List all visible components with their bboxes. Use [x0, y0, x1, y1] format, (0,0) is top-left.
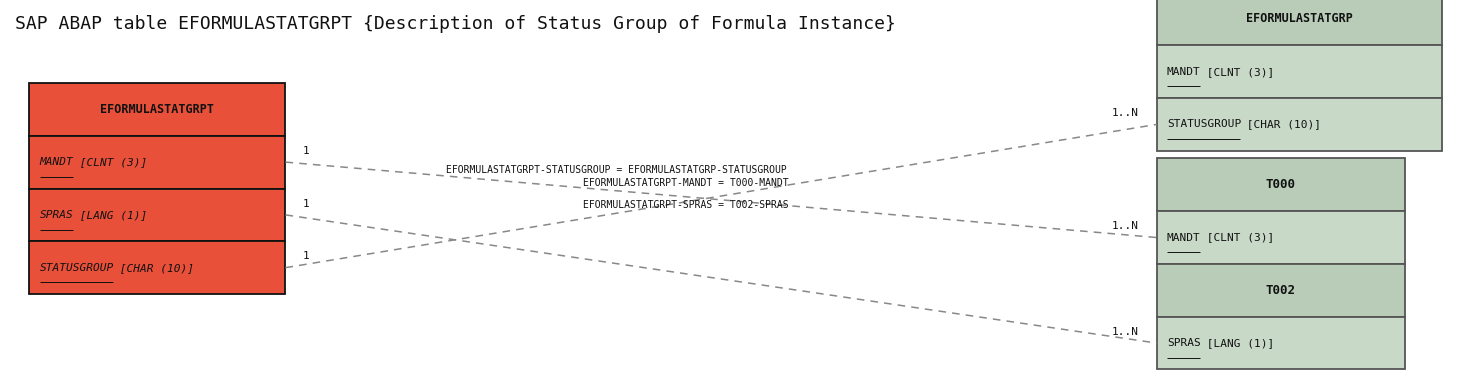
- Text: MANDT: MANDT: [40, 157, 73, 167]
- Text: T000: T000: [1266, 178, 1296, 191]
- FancyBboxPatch shape: [1157, 211, 1405, 264]
- Text: EFORMULASTATGRPT-STATUSGROUP = EFORMULASTATGRP-STATUSGROUP: EFORMULASTATGRPT-STATUSGROUP = EFORMULAS…: [447, 165, 786, 175]
- Text: EFORMULASTATGRP: EFORMULASTATGRP: [1246, 12, 1353, 25]
- Text: EFORMULASTATGRPT-SPRAS = T002-SPRAS: EFORMULASTATGRPT-SPRAS = T002-SPRAS: [583, 201, 789, 210]
- Text: SPRAS: SPRAS: [40, 210, 73, 220]
- Text: 1: 1: [303, 199, 310, 208]
- Text: 1: 1: [303, 146, 310, 156]
- FancyBboxPatch shape: [1157, 317, 1405, 369]
- FancyBboxPatch shape: [29, 83, 285, 136]
- Text: EFORMULASTATGRPT-MANDT = T000-MANDT: EFORMULASTATGRPT-MANDT = T000-MANDT: [583, 178, 789, 188]
- Text: 1: 1: [303, 251, 310, 261]
- Text: 1..N: 1..N: [1113, 108, 1139, 118]
- Text: EFORMULASTATGRPT: EFORMULASTATGRPT: [101, 103, 214, 116]
- FancyBboxPatch shape: [1157, 158, 1405, 211]
- Text: T002: T002: [1266, 284, 1296, 297]
- FancyBboxPatch shape: [1157, 45, 1442, 98]
- Text: MANDT: MANDT: [1167, 67, 1200, 77]
- Text: SAP ABAP table EFORMULASTATGRPT {Description of Status Group of Formula Instance: SAP ABAP table EFORMULASTATGRPT {Descrip…: [15, 15, 896, 33]
- Text: [CLNT (3)]: [CLNT (3)]: [1200, 233, 1274, 242]
- FancyBboxPatch shape: [29, 241, 285, 294]
- Text: STATUSGROUP: STATUSGROUP: [40, 263, 114, 273]
- Text: [CHAR (10)]: [CHAR (10)]: [113, 263, 193, 273]
- Text: [CHAR (10)]: [CHAR (10)]: [1240, 120, 1321, 129]
- Text: [LANG (1)]: [LANG (1)]: [73, 210, 146, 220]
- FancyBboxPatch shape: [1157, 0, 1442, 45]
- Text: MANDT: MANDT: [1167, 233, 1200, 242]
- Text: [LANG (1)]: [LANG (1)]: [1200, 338, 1274, 348]
- FancyBboxPatch shape: [1157, 98, 1442, 151]
- FancyBboxPatch shape: [29, 188, 285, 241]
- Text: SPRAS: SPRAS: [1167, 338, 1200, 348]
- Text: 1..N: 1..N: [1113, 327, 1139, 337]
- Text: 1..N: 1..N: [1113, 221, 1139, 231]
- FancyBboxPatch shape: [29, 136, 285, 188]
- FancyBboxPatch shape: [1157, 264, 1405, 317]
- Text: STATUSGROUP: STATUSGROUP: [1167, 120, 1241, 129]
- Text: [CLNT (3)]: [CLNT (3)]: [73, 157, 146, 167]
- Text: [CLNT (3)]: [CLNT (3)]: [1200, 67, 1274, 77]
